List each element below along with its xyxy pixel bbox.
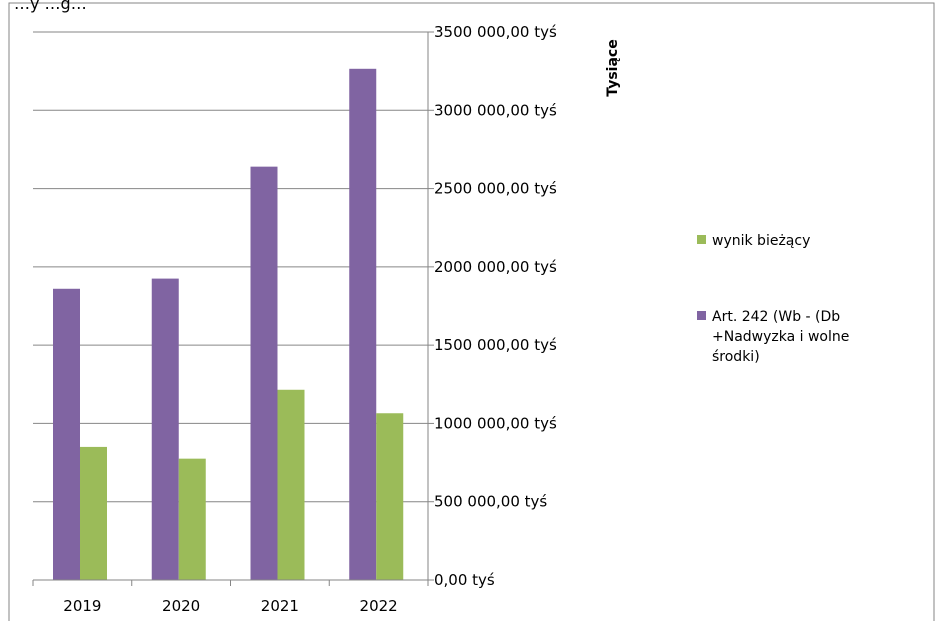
y-tick-label: 500 000,00 tyś xyxy=(434,493,547,511)
y-tick-label: 3500 000,00 tyś xyxy=(434,23,557,41)
y-tick-label: 1000 000,00 tyś xyxy=(434,414,557,432)
legend-label: Art. 242 (Wb - (Db xyxy=(712,309,840,325)
axes xyxy=(32,31,434,586)
legend-label: środki) xyxy=(712,349,760,365)
x-category-label: 2019 xyxy=(63,597,101,615)
bar-wynik-biezacy-2021 xyxy=(277,389,305,580)
y-tick-label: 2000 000,00 tyś xyxy=(434,258,557,276)
bar-art242-2022 xyxy=(349,68,377,581)
bar-wynik-biezacy-2020 xyxy=(178,458,206,580)
y-tick-label: 3000 000,00 tyś xyxy=(434,101,557,119)
y-tick-label: 0,00 tyś xyxy=(434,571,495,589)
y-axis-unit-label: Tysiące xyxy=(605,39,621,96)
bar-art242-2021 xyxy=(250,166,278,580)
x-axis-category-labels: 2019 2020 2021 2022 xyxy=(63,597,397,615)
bar-art242-2019 xyxy=(53,288,80,580)
legend: wynik bieżący Art. 242 (Wb - (Db +Nadwyzka… xyxy=(697,233,849,365)
bar-wynik-biezacy-2019 xyxy=(80,446,107,580)
legend-label: wynik bieżący xyxy=(712,233,810,249)
y-tick-label: 2500 000,00 tyś xyxy=(434,180,557,198)
bars xyxy=(53,68,404,581)
x-category-label: 2021 xyxy=(261,597,299,615)
y-tick-label: 1500 000,00 tyś xyxy=(434,336,557,354)
x-category-label: 2022 xyxy=(360,597,398,615)
legend-swatch xyxy=(697,235,706,244)
chart-title-fragment: …y …g… xyxy=(14,0,87,13)
bar-art242-2020 xyxy=(151,278,179,580)
bar-wynik-biezacy-2022 xyxy=(376,413,404,580)
legend-swatch xyxy=(697,311,706,320)
legend-label: +Nadwyzka i wolne xyxy=(712,329,849,345)
y-axis-tick-labels: 0,00 tyś 500 000,00 tyś 1000 000,00 tyś 150… xyxy=(434,23,557,589)
x-category-label: 2020 xyxy=(162,597,200,615)
